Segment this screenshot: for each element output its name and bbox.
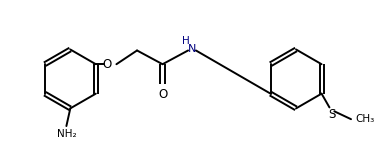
Text: O: O bbox=[158, 88, 167, 101]
Text: CH₃: CH₃ bbox=[355, 114, 374, 124]
Text: O: O bbox=[102, 58, 111, 71]
Text: H: H bbox=[182, 36, 190, 46]
Text: N: N bbox=[188, 45, 196, 55]
Text: S: S bbox=[329, 108, 336, 121]
Text: NH₂: NH₂ bbox=[57, 129, 76, 139]
